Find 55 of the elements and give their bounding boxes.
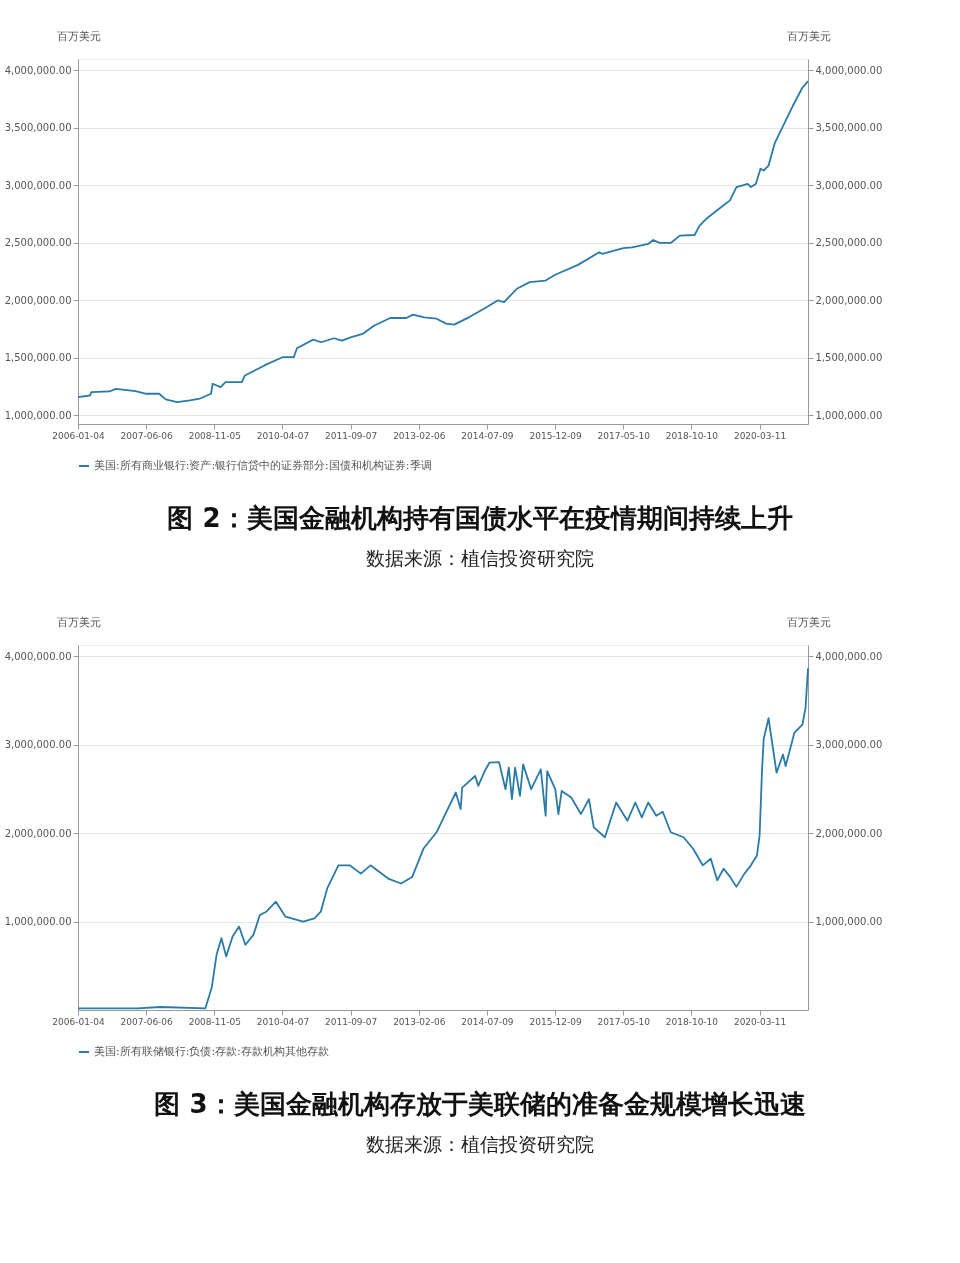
y2-tick-label: 2,000,000.00 xyxy=(815,827,883,839)
y2-tick-label: 4,000,000.00 xyxy=(815,65,883,76)
y2-tick-label: 1,500,000.00 xyxy=(815,352,883,364)
y-axis-title: 百万美元 xyxy=(56,29,101,43)
line-series xyxy=(77,80,809,403)
x-tick-label: 2011-09-07 xyxy=(324,1016,378,1027)
x-tick-label: 2006-01-04 xyxy=(52,1016,105,1027)
y2-tick-label: 1,000,000.00 xyxy=(815,916,883,928)
x-tick-label: 2008-11-05 xyxy=(188,1016,241,1027)
y-tick-label: 3,500,000.00 xyxy=(4,122,72,134)
x-tick-label: 2020-03-11 xyxy=(733,1016,787,1027)
x-tick-label: 2007-06-06 xyxy=(120,1016,174,1027)
x-tick-label: 2007-06-06 xyxy=(120,430,174,441)
y-tick-label: 4,000,000.00 xyxy=(4,65,72,76)
y-tick-label: 1,000,000.00 xyxy=(4,409,72,421)
legend-label: 美国:所有联储银行:负债:存款:存款机构其他存款 xyxy=(94,1045,329,1058)
x-tick-label: 2006-01-04 xyxy=(52,430,105,441)
y-tick-label: 4,000,000.00 xyxy=(4,650,72,662)
y2-tick-label: 2,000,000.00 xyxy=(815,294,883,306)
y-tick-label: 1,000,000.00 xyxy=(4,916,72,928)
x-tick-label: 2010-04-07 xyxy=(256,1016,310,1027)
x-tick-label: 2015-12-09 xyxy=(529,1016,583,1027)
text: 图 3：美国金融机构存放于美联储的准备金规模增长迅速 xyxy=(153,1088,807,1121)
y2-tick-label: 4,000,000.00 xyxy=(815,650,883,662)
y-tick-label: 1,500,000.00 xyxy=(4,352,72,364)
y-axis-title: 百万美元 xyxy=(56,615,101,629)
x-tick-label: 2018-10-10 xyxy=(665,1016,719,1027)
x-tick-label: 2020-03-11 xyxy=(733,430,787,441)
x-tick-label: 2018-10-10 xyxy=(665,430,719,441)
y-tick-label: 2,500,000.00 xyxy=(4,237,72,249)
legend-label: 美国:所有商业银行:资产:银行信贷中的证券部分:国债和机构证券:季调 xyxy=(94,459,432,472)
x-tick-label: 2013-02-06 xyxy=(393,1016,446,1027)
y2-tick-label: 3,500,000.00 xyxy=(815,122,883,134)
x-tick-label: 2010-04-07 xyxy=(256,430,310,441)
y2-tick-label: 1,000,000.00 xyxy=(815,409,883,421)
y-tick-label: 3,000,000.00 xyxy=(4,179,72,191)
x-tick-label: 2011-09-07 xyxy=(324,430,378,441)
text: 图 2：美国金融机构持有国债水平在疫情期间持续上升 xyxy=(166,502,794,535)
x-tick-label: 2017-05-10 xyxy=(597,430,651,441)
y2-axis-title: 百万美元 xyxy=(786,29,831,43)
y-tick-label: 2,000,000.00 xyxy=(4,294,72,306)
source-note: 数据来源：植信投资研究院 xyxy=(365,1132,595,1157)
y-tick-label: 2,000,000.00 xyxy=(4,827,72,839)
source-note: 数据来源：植信投资研究院 xyxy=(365,546,595,571)
y2-tick-label: 3,000,000.00 xyxy=(815,179,883,191)
x-tick-label: 2017-05-10 xyxy=(597,1016,651,1027)
y-tick-label: 3,000,000.00 xyxy=(4,739,72,751)
x-tick-label: 2013-02-06 xyxy=(393,430,446,441)
x-tick-label: 2014-07-09 xyxy=(461,430,514,441)
y2-axis-title: 百万美元 xyxy=(786,615,831,629)
x-tick-label: 2015-12-09 xyxy=(529,430,583,441)
y2-tick-label: 2,500,000.00 xyxy=(815,237,883,249)
y2-tick-label: 3,000,000.00 xyxy=(815,739,883,751)
x-tick-label: 2014-07-09 xyxy=(461,1016,514,1027)
x-tick-label: 2008-11-05 xyxy=(188,430,241,441)
